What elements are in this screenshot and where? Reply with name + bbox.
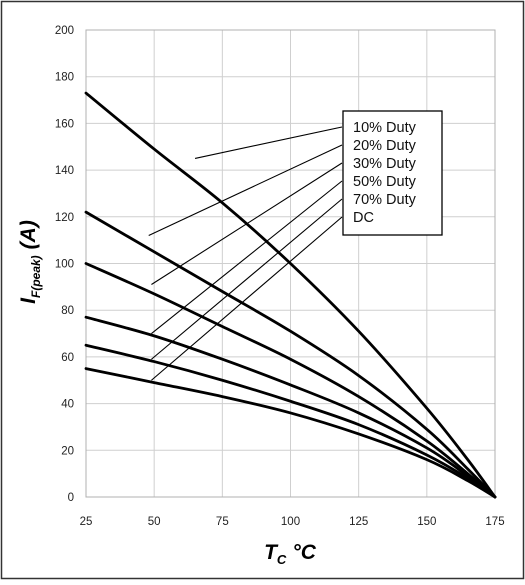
y-axis-title: IF(peak) (A) [17,220,43,304]
x-tick-label: 75 [216,516,229,528]
series-line-3 [84,262,497,499]
series-line-1 [84,91,497,499]
x-tick-label: 125 [349,516,368,528]
series-line-2 [84,210,497,499]
legend-entry: 50% Duty [353,174,417,190]
x-tick-label: 175 [485,516,504,528]
x-tick-label: 150 [417,516,436,528]
legend: 10% Duty 20% Duty 30% Duty 50% Duty 70% Duty… [342,110,443,236]
y-tick-label: 60 [61,352,74,364]
x-axis-unit: °C [292,541,316,564]
x-tick-label: 25 [80,516,93,528]
x-axis-subscript: C [277,552,287,567]
series-line-4 [84,315,497,499]
y-tick-label: 200 [55,25,74,37]
y-tick-label: 160 [55,118,74,130]
x-axis-title: TC °C [264,541,317,567]
legend-entry: 30% Duty [353,156,417,172]
legend-leader-lines [148,126,343,381]
y-tick-label: 80 [61,305,74,317]
tick-labels: 0 20 40 60 80 100 120 140 160 180 200 25 50 75 100 125 1… [55,25,505,528]
x-axis-symbol: T [264,541,279,564]
axis-titles: TC °C IF(peak) (A) [17,220,317,567]
y-axis-symbol: I [17,297,40,304]
legend-entry: 20% Duty [353,138,417,154]
x-tick-label: 100 [281,516,300,528]
leader-line [148,144,343,236]
series-line-5 [84,343,497,499]
leader-line [194,126,343,159]
x-tick-label: 50 [148,516,161,528]
series-line-6 [84,367,497,499]
leader-line [151,180,343,334]
y-tick-label: 40 [61,399,74,411]
y-tick-label: 100 [55,259,74,271]
y-tick-label: 20 [61,445,74,457]
y-tick-label: 120 [55,212,74,224]
legend-entry: 70% Duty [353,192,417,208]
leader-line [151,216,343,381]
series-lines [84,91,497,499]
y-axis-subscript: F(peak) [29,255,43,298]
y-axis-unit: (A) [17,220,40,249]
leader-line [151,162,343,285]
legend-box [342,110,443,236]
y-tick-label: 0 [68,492,74,504]
y-tick-label: 180 [55,72,74,84]
y-tick-label: 140 [55,165,74,177]
legend-entry: DC [353,210,374,226]
legend-entry: 10% Duty [353,120,417,136]
leader-line [151,198,343,360]
